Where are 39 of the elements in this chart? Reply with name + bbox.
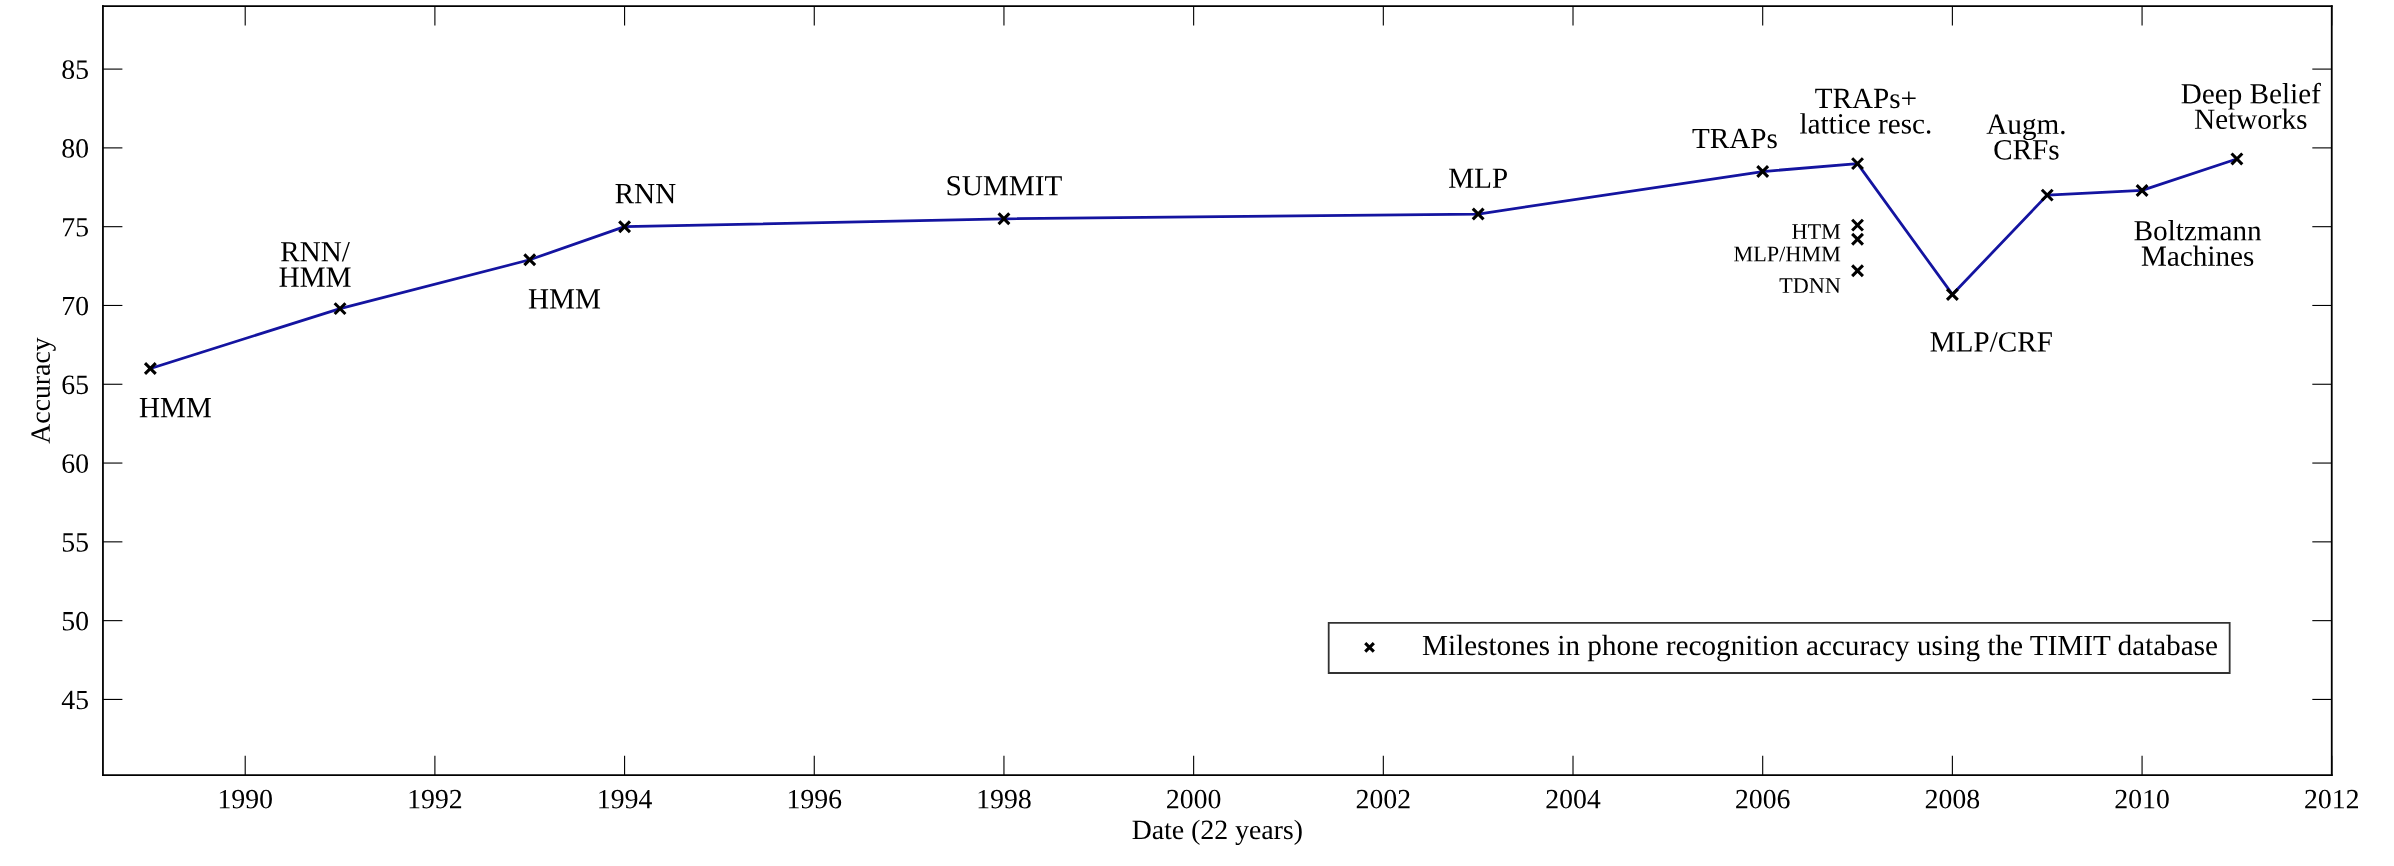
annotation: Boltzmann Machines	[2134, 220, 2262, 267]
y-tick-label: 65	[62, 375, 88, 395]
x-tick-label: 1998	[978, 789, 1031, 809]
y-tick-label: 60	[62, 454, 88, 473]
annotation: MLP/CRF	[1930, 332, 2052, 352]
annotation: RNN/ HMM	[279, 242, 351, 287]
y-axis-title: Accuracy	[31, 337, 56, 444]
legend-label: Milestones in phone recognition accuracy using the TIMIT database	[1422, 634, 2217, 662]
annotation: HTM	[1792, 224, 1841, 239]
annotation: Deep Belief Networks	[2181, 82, 2321, 130]
annotation: TRAPs	[1692, 128, 1777, 149]
x-tick-label: 2010	[2115, 789, 2169, 809]
annotation: MLP/HMM	[1734, 246, 1841, 262]
annotation: TDNN	[1779, 278, 1841, 293]
x-tick-label: 2012	[2305, 789, 2358, 809]
y-tick-label: 55	[62, 533, 88, 552]
x-axis-title: Date (22 years)	[1132, 819, 1302, 845]
annotation: MLP	[1449, 168, 1507, 188]
annotation: Augm. CRFs	[1986, 114, 2065, 160]
y-tick-label: 45	[61, 690, 88, 710]
y-tick-label: 80	[62, 139, 88, 158]
x-tick-label: 2008	[1925, 789, 1980, 809]
x-tick-label: 2006	[1736, 789, 1790, 809]
annotation: SUMMIT	[947, 175, 1062, 196]
annotation: HMM	[528, 289, 601, 309]
x-tick-label: 1992	[409, 789, 462, 809]
x-tick-label: 2004	[1546, 789, 1601, 809]
y-tick-label: 75	[63, 218, 88, 237]
annotation: TRAPs+ lattice resc.	[1800, 88, 1931, 134]
y-tick-label: 85	[62, 60, 88, 80]
x-tick-label: 1994	[599, 789, 652, 809]
y-tick-label: 70	[63, 296, 88, 316]
x-tick-label: 1990	[219, 789, 272, 809]
x-tick-label: 2002	[1356, 789, 1410, 809]
annotation: RNN	[615, 184, 676, 204]
y-tick-label: 50	[62, 611, 88, 631]
x-tick-label: 2000	[1167, 789, 1221, 809]
x-tick-label: 1996	[788, 789, 842, 809]
annotation: HMM	[139, 398, 211, 418]
